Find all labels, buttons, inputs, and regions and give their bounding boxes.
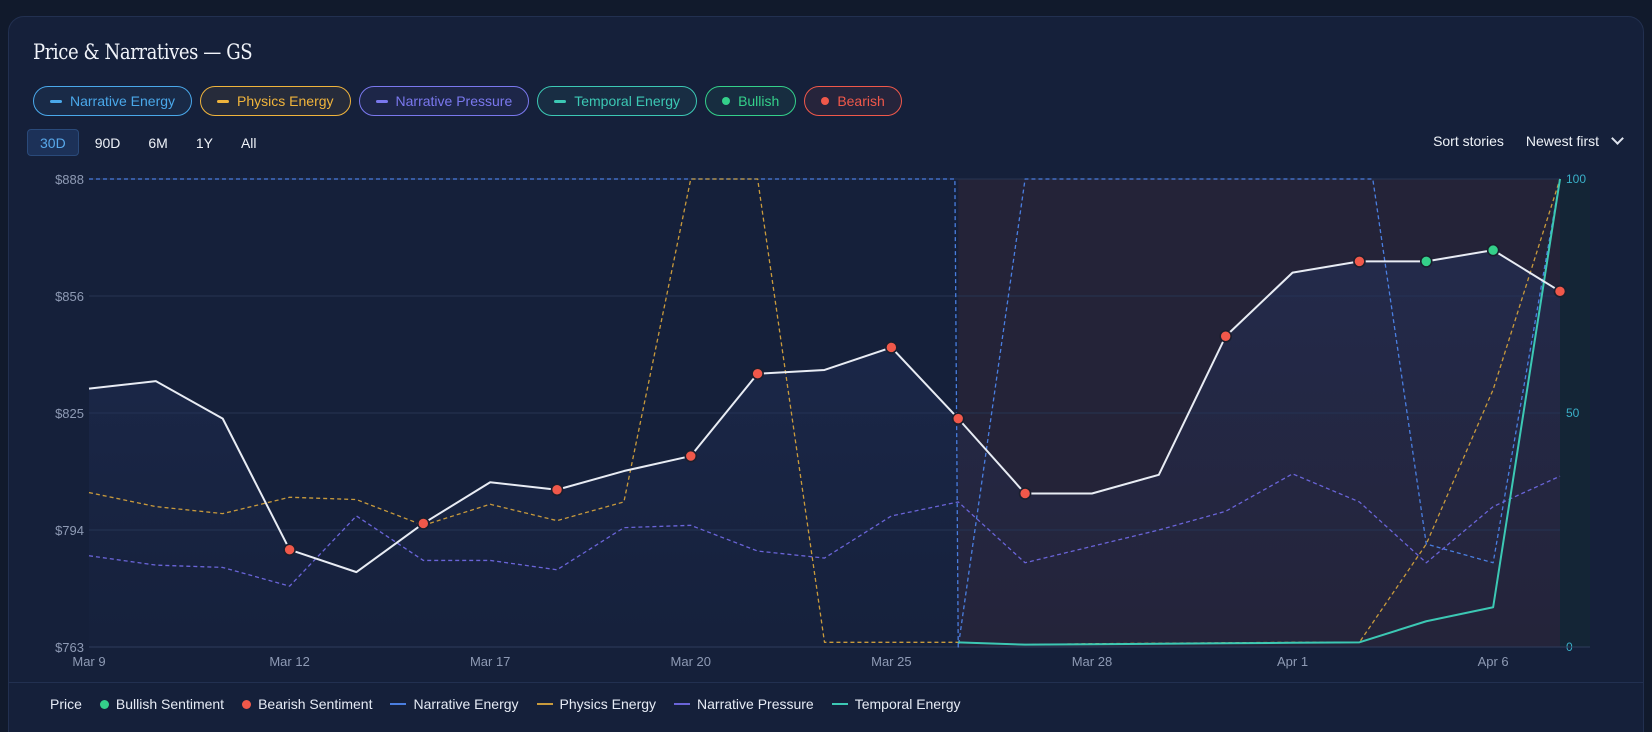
bearish-marker <box>1018 487 1032 500</box>
x-tick-label: Apr 1 <box>1277 654 1308 669</box>
bearish-marker <box>751 367 764 380</box>
y2-tick-label: 100 <box>1566 172 1586 186</box>
legend-narrative-energy: Narrative Energy <box>390 696 519 712</box>
range-90d[interactable]: 90D <box>94 134 121 151</box>
line-icon <box>390 703 407 705</box>
y2-tick-label: 50 <box>1566 406 1580 420</box>
toggle-narrative-energy[interactable]: Narrative Energy <box>33 86 193 116</box>
x-tick-label: Mar 25 <box>871 654 911 669</box>
bearish-marker <box>550 483 564 497</box>
series-toggle-group: Narrative Energy Physics Energy Narrative … <box>33 86 902 116</box>
dot-icon <box>99 699 109 709</box>
bearish-marker <box>684 449 698 463</box>
y-tick-label: $888 <box>55 172 84 187</box>
bearish-marker <box>1353 255 1366 268</box>
x-tick-label: Mar 9 <box>72 654 105 669</box>
sort-control: Sort stories Newest first <box>1433 132 1624 149</box>
price-line <box>88 249 1561 574</box>
y-tick-label: $763 <box>55 640 84 655</box>
toggle-label: Temporal Energy <box>574 93 681 109</box>
legend-divider <box>9 682 1643 683</box>
line-icon <box>674 703 691 705</box>
toggle-label: Physics Energy <box>237 93 334 109</box>
toggle-label: Narrative Pressure <box>395 93 513 109</box>
bearish-marker <box>1219 329 1232 343</box>
bottom-legend: Price Bullish Sentiment Bearish Sentiment N… <box>50 696 961 712</box>
y-tick-label: $794 <box>55 523 84 538</box>
y-tick-label: $856 <box>55 289 84 304</box>
bearish-marker <box>283 543 296 556</box>
page-title: Price & Narratives — GS <box>33 40 253 64</box>
legend-label: Temporal Energy <box>854 696 961 712</box>
bullish-marker <box>1419 255 1433 268</box>
dash-icon <box>375 99 388 103</box>
series-temporal-energy <box>958 178 1561 646</box>
legend-label: Physics Energy <box>559 696 657 712</box>
dash-icon <box>554 99 567 103</box>
bearish-marker <box>1553 285 1567 298</box>
x-tick-label: Mar 28 <box>1072 654 1112 669</box>
toggle-label: Bullish <box>738 93 780 109</box>
legend-label: Bullish Sentiment <box>115 696 225 712</box>
toggle-label: Bearish <box>837 93 885 109</box>
toggle-temporal-energy[interactable]: Temporal Energy <box>537 86 698 116</box>
bearish-marker <box>885 341 898 354</box>
bearish-marker <box>417 517 430 530</box>
range-6m[interactable]: 6M <box>148 134 168 151</box>
price-area <box>89 250 1560 648</box>
legend-label: Narrative Energy <box>413 696 519 712</box>
legend-physics-energy: Physics Energy <box>536 696 657 712</box>
legend-temporal-energy: Temporal Energy <box>831 696 961 712</box>
dot-icon <box>722 97 731 105</box>
bearish-marker <box>951 412 965 425</box>
legend-narrative-pressure: Narrative Pressure <box>674 696 814 712</box>
toggle-narrative-pressure[interactable]: Narrative Pressure <box>358 86 530 116</box>
x-tick-label: Mar 12 <box>269 654 309 669</box>
series-narrative-energy <box>89 178 1561 648</box>
toggle-bearish[interactable]: Bearish <box>804 86 902 116</box>
line-icon <box>831 703 848 705</box>
x-tick-label: Apr 6 <box>1478 654 1509 669</box>
range-30d[interactable]: 30D <box>27 129 79 156</box>
right-axis-strip <box>1560 179 1590 647</box>
legend-label: Narrative Pressure <box>697 696 814 712</box>
sort-value: Newest first <box>1525 133 1599 149</box>
toggle-label: Narrative Energy <box>70 93 176 109</box>
series-narrative-pressure <box>88 473 1561 587</box>
x-tick-label: Mar 20 <box>671 654 711 669</box>
legend-price: Price <box>50 696 82 712</box>
toggle-bullish[interactable]: Bullish <box>705 86 797 116</box>
bullish-marker <box>1486 243 1500 257</box>
legend-label: Bearish Sentiment <box>258 696 373 712</box>
toggle-physics-energy[interactable]: Physics Energy <box>200 86 351 116</box>
x-tick-label: Mar 17 <box>470 654 510 669</box>
dot-icon <box>242 699 252 709</box>
line-icon <box>536 703 553 705</box>
dash-icon <box>217 99 230 103</box>
legend-label: Price <box>50 696 82 712</box>
range-all[interactable]: All <box>240 134 257 151</box>
legend-bearish-sentiment: Bearish Sentiment <box>242 696 372 712</box>
sort-dropdown[interactable]: Newest first <box>1525 132 1624 149</box>
sort-label: Sort stories <box>1433 133 1504 149</box>
range-1y[interactable]: 1Y <box>195 134 213 151</box>
dot-icon <box>821 97 830 105</box>
legend-bullish-sentiment: Bullish Sentiment <box>99 696 225 712</box>
dash-icon <box>50 99 62 103</box>
y-tick-label: $825 <box>55 406 84 421</box>
range-selector: 30D 90D 6M 1Y All <box>27 129 269 156</box>
